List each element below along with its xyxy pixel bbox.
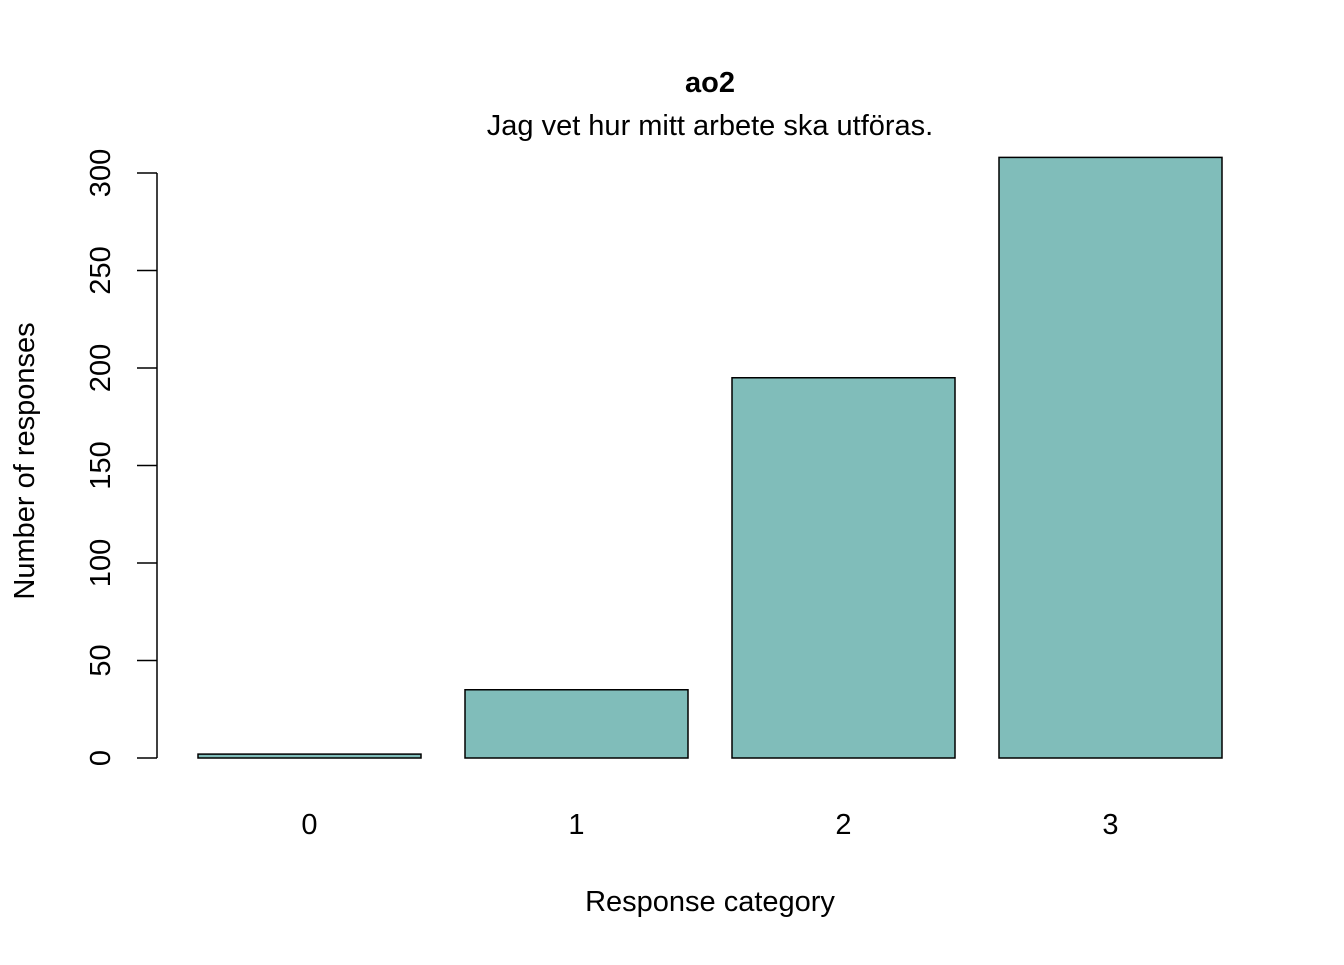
y-tick-label: 100 [85,539,117,587]
bar-category-0 [197,753,422,759]
bars [197,156,1223,759]
y-tick-label: 50 [85,644,117,676]
bar-category-3 [998,156,1223,759]
chart-subtitle: Jag vet hur mitt arbete ska utföras. [487,110,933,142]
x-tick-label: 1 [568,809,584,841]
x-tick-label: 3 [1102,809,1118,841]
y-tick-label: 200 [85,344,117,392]
y-axis-label: Number of responses [9,322,41,599]
y-tick-label: 250 [85,246,117,294]
y-tick-label: 150 [85,441,117,489]
x-tick-label: 2 [835,809,851,841]
y-axis: 0 50 100 150 200 250 300 [85,149,158,766]
y-tick-label: 300 [85,149,117,197]
x-axis-label: Response category [585,886,835,918]
y-tick-label: 0 [85,750,117,766]
bar-category-2 [731,377,956,759]
chart-title: ao2 [685,67,735,99]
x-tick-label: 0 [301,809,317,841]
x-axis-tick-labels: 0 1 2 3 [301,809,1118,841]
bar-category-1 [464,689,689,759]
